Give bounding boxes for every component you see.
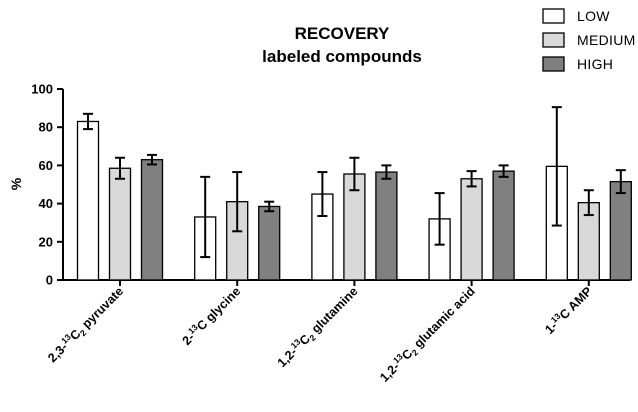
legend: LOW MEDIUM HIGH	[542, 8, 636, 72]
legend-item-low: LOW	[542, 8, 610, 24]
y-tick-label: 100	[31, 82, 53, 97]
y-axis-label: %	[8, 177, 24, 190]
error-bar	[615, 169, 626, 195]
error-bar	[583, 189, 594, 217]
error-bar	[466, 170, 477, 188]
legend-label: HIGH	[577, 56, 613, 72]
y-tick-label: 60	[39, 158, 53, 173]
legend-swatch	[542, 32, 565, 48]
bar-high	[492, 170, 515, 281]
legend-swatch	[542, 8, 565, 24]
bars	[76, 120, 632, 281]
error-bar	[349, 156, 360, 192]
bar-medium	[108, 167, 132, 281]
x-tick-label: 1,2-13C2 glutamic acid	[376, 283, 479, 386]
y-tick-label: 80	[39, 120, 53, 135]
error-bar	[264, 200, 275, 213]
x-axis: 2,3-13C2 pyruvate 2-13C glycine 1,2-13C2 g…	[44, 279, 630, 386]
bar-high	[375, 171, 398, 281]
error-bar	[551, 106, 562, 227]
x-tick-label: 1,2-13C2 glutamine	[273, 283, 362, 372]
bar-high	[609, 180, 632, 281]
x-tick-label: 2,3-13C2 pyruvate	[44, 283, 128, 367]
bar-high	[258, 205, 281, 281]
x-tick-label: 2-13C glycine	[178, 283, 243, 348]
error-bar	[317, 171, 328, 218]
chart-title: RECOVERY	[295, 24, 390, 43]
y-tick-label: 20	[39, 234, 53, 249]
x-tick-label: 1-13C AMP	[541, 283, 595, 337]
error-bar	[147, 153, 157, 166]
y-tick-label: 0	[46, 273, 53, 288]
bar-high	[140, 159, 164, 281]
error-bar	[381, 164, 392, 180]
error-bar	[434, 192, 445, 246]
legend-item-medium: MEDIUM	[542, 32, 636, 48]
error-bar	[115, 156, 125, 180]
error-bars	[83, 106, 626, 259]
legend-swatch	[542, 56, 565, 72]
y-tick-label: 40	[39, 196, 53, 211]
chart-subtitle: labeled compounds	[262, 47, 422, 66]
bar-low	[76, 120, 100, 281]
error-bar	[498, 164, 509, 178]
error-bar	[232, 171, 243, 233]
legend-label: MEDIUM	[577, 32, 636, 48]
y-axis: 0 20 40 60 80 100	[31, 82, 64, 288]
bar-medium	[460, 178, 483, 281]
legend-label: LOW	[577, 8, 610, 24]
error-bar	[200, 175, 211, 259]
error-bar	[83, 112, 93, 131]
legend-item-high: HIGH	[542, 56, 613, 72]
